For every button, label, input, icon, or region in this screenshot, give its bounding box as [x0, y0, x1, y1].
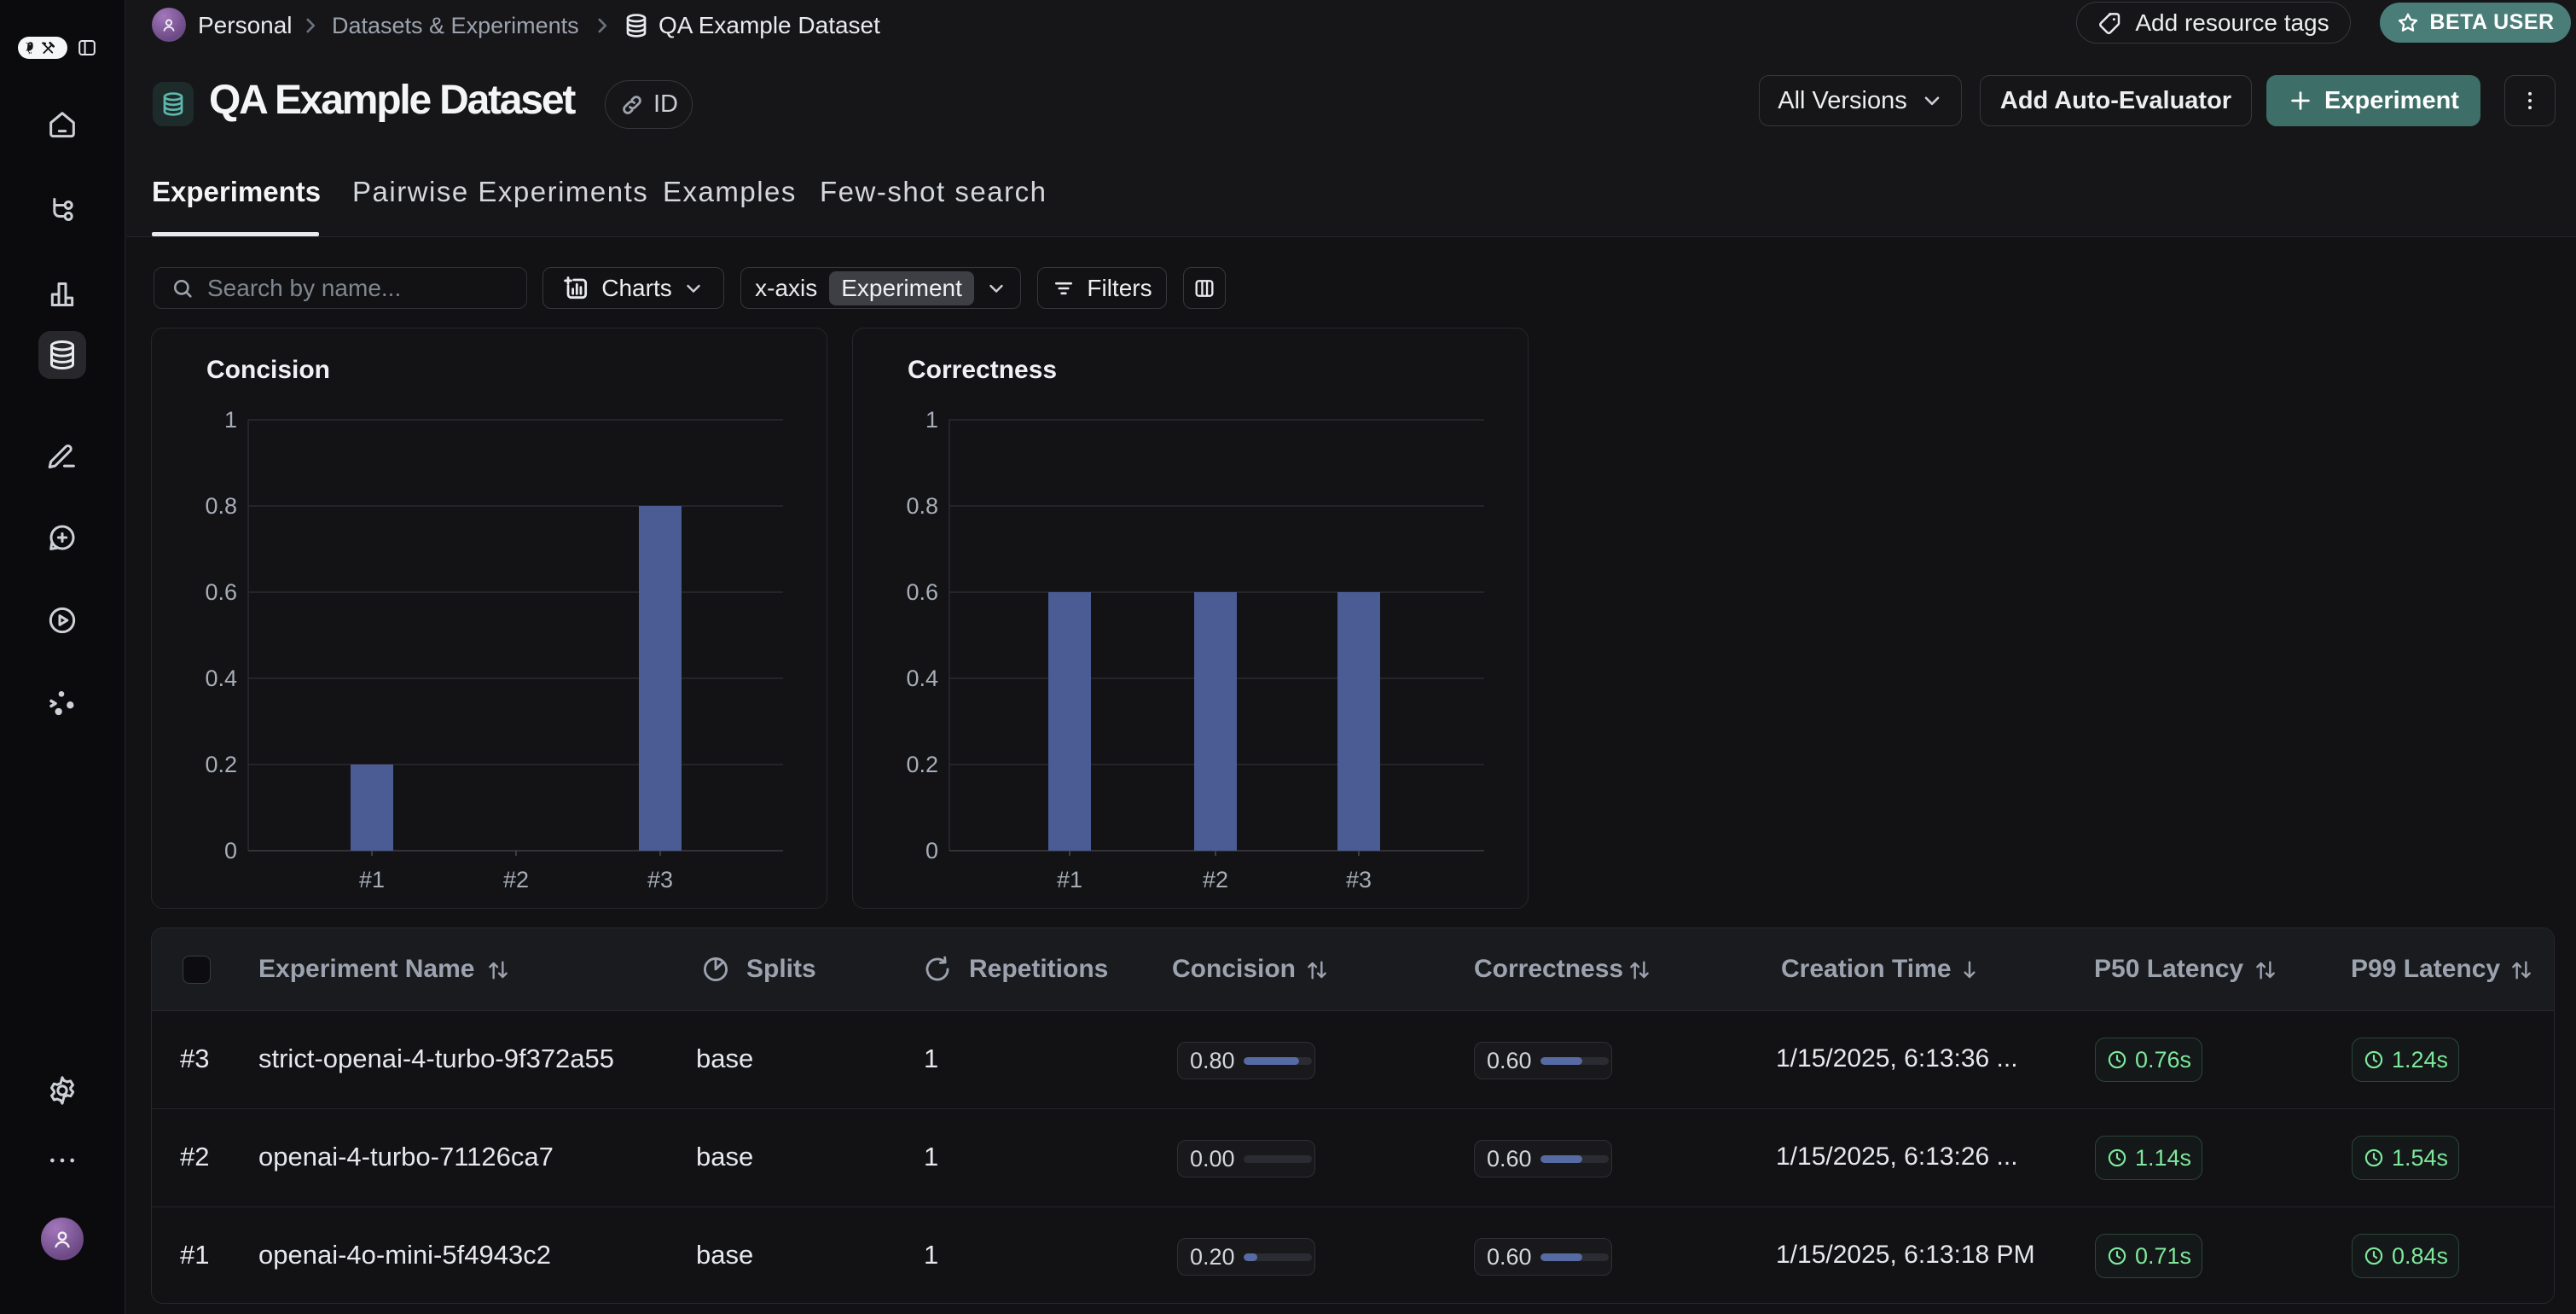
svg-text:0.2: 0.2 [205, 752, 237, 777]
svg-text:0.8: 0.8 [906, 493, 938, 519]
svg-text:0.8: 0.8 [205, 493, 237, 519]
svg-text:0: 0 [224, 838, 237, 863]
svg-text:0: 0 [925, 838, 938, 863]
svg-text:0.4: 0.4 [906, 666, 938, 691]
svg-text:0.6: 0.6 [205, 579, 237, 605]
svg-text:1: 1 [224, 407, 237, 433]
svg-text:#1: #1 [1057, 867, 1082, 892]
svg-text:#2: #2 [1203, 867, 1228, 892]
svg-text:#1: #1 [359, 867, 385, 892]
svg-text:1: 1 [925, 407, 938, 433]
svg-text:#3: #3 [1346, 867, 1372, 892]
svg-text:#3: #3 [647, 867, 673, 892]
svg-text:0.4: 0.4 [205, 666, 237, 691]
svg-text:0.2: 0.2 [906, 752, 938, 777]
svg-text:#2: #2 [503, 867, 529, 892]
svg-text:0.6: 0.6 [906, 579, 938, 605]
